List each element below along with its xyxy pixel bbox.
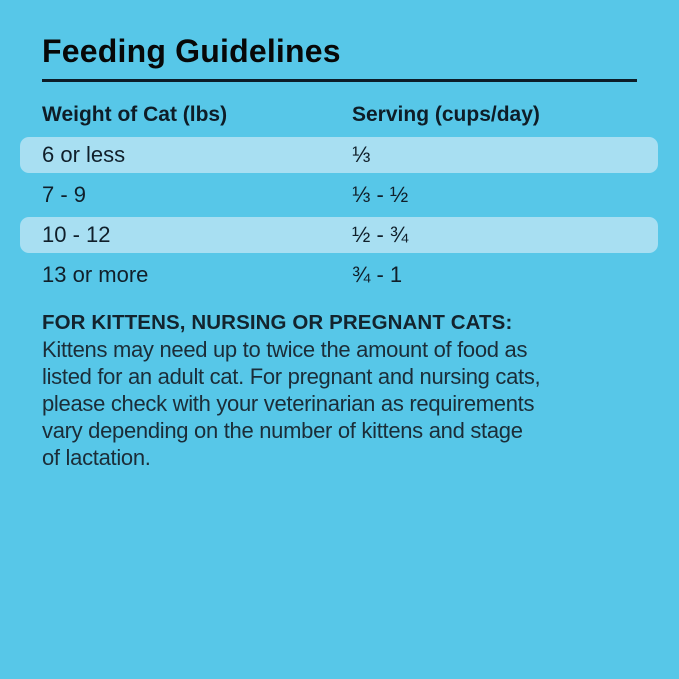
- table-row: 10 - 12 ½ - ¾: [0, 215, 679, 255]
- note-body-line: vary depending on the number of kittens …: [42, 418, 523, 443]
- row-highlight-band: [20, 137, 658, 173]
- page-title: Feeding Guidelines: [42, 33, 341, 69]
- serving-cell: ¾ - 1: [352, 262, 403, 287]
- weight-cell: 7 - 9: [42, 182, 87, 207]
- note-body-line: listed for an adult cat. For pregnant an…: [42, 364, 541, 389]
- kittens-note-body: Kittens may need up to twice the amount …: [42, 336, 541, 471]
- weight-cell: 10 - 12: [42, 222, 111, 247]
- note-body-line: of lactation.: [42, 445, 151, 470]
- feeding-table: 6 or less ⅓ 7 - 9 ⅓ - ½ 10 - 12 ½ - ¾ 13…: [0, 135, 679, 295]
- title-divider: [42, 79, 637, 82]
- weight-cell: 13 or more: [42, 262, 149, 287]
- column-header-weight: Weight of Cat (lbs): [42, 103, 228, 126]
- table-row: 13 or more ¾ - 1: [0, 255, 679, 295]
- serving-cell: ⅓: [352, 142, 371, 167]
- table-header-row: Weight of Cat (lbs) Serving (cups/day): [0, 101, 679, 129]
- note-body-line: Kittens may need up to twice the amount …: [42, 337, 528, 362]
- serving-cell: ½ - ¾: [352, 222, 409, 247]
- kittens-note-heading: FOR KITTENS, NURSING OR PREGNANT CATS:: [42, 311, 513, 334]
- weight-cell: 6 or less: [42, 142, 126, 167]
- table-row: 6 or less ⅓: [0, 135, 679, 175]
- table-row: 7 - 9 ⅓ - ½: [0, 175, 679, 215]
- note-body-line: please check with your veterinarian as r…: [42, 391, 535, 416]
- serving-cell: ⅓ - ½: [352, 182, 409, 207]
- column-header-serving: Serving (cups/day): [352, 103, 540, 126]
- row-highlight-band: [20, 217, 658, 253]
